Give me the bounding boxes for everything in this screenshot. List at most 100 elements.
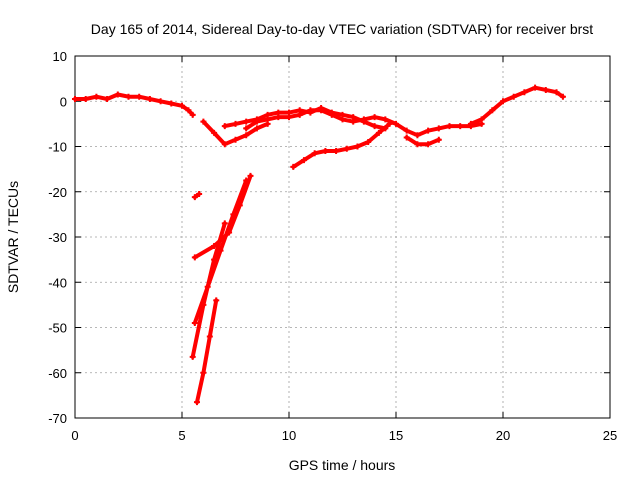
- data-point: [435, 136, 442, 143]
- data-point: [354, 143, 361, 150]
- axis-ticks: 0 5 10 15 20 25 10 0 -10 -20 -30 -40 -50 -60 -70: [48, 49, 617, 443]
- data-point: [467, 120, 474, 127]
- data-point: [371, 114, 378, 121]
- y-tick-label: -50: [48, 321, 67, 336]
- series-main-trace: [73, 92, 195, 117]
- data-point: [264, 116, 271, 123]
- data-point: [318, 107, 325, 114]
- data-point: [157, 98, 164, 105]
- data-point: [425, 141, 432, 148]
- data-point: [403, 127, 410, 134]
- data-point: [386, 120, 393, 127]
- x-tick-label: 15: [389, 428, 403, 443]
- y-tick-label: -60: [48, 366, 67, 381]
- data-point: [478, 116, 485, 123]
- data-point: [211, 129, 218, 136]
- data-point: [114, 91, 121, 98]
- series-rise-trace: [468, 85, 565, 126]
- data-point: [243, 125, 250, 132]
- data-point: [296, 111, 303, 118]
- data-point: [232, 136, 239, 143]
- data-point: [243, 118, 250, 125]
- data-point: [243, 132, 250, 139]
- data-point: [125, 93, 132, 100]
- data-point: [221, 220, 228, 227]
- data-point: [253, 118, 260, 125]
- series-steep-left: [190, 221, 227, 359]
- data-point: [179, 102, 185, 109]
- data-point: [328, 111, 335, 118]
- data-point: [532, 84, 539, 91]
- data-point: [300, 157, 307, 164]
- data-point: [93, 93, 100, 100]
- data-point: [221, 123, 228, 130]
- y-tick-label: 0: [60, 94, 67, 109]
- data-point: [425, 127, 432, 134]
- data-point: [185, 107, 192, 114]
- y-tick-label: -10: [48, 140, 67, 155]
- data-point: [542, 86, 549, 93]
- data-point: [136, 93, 143, 100]
- data-point: [230, 211, 237, 218]
- data-point: [168, 100, 175, 107]
- series-lower-branch: [291, 121, 392, 169]
- data-point: [232, 120, 239, 127]
- y-tick-label: -20: [48, 185, 67, 200]
- data-point: [559, 93, 566, 100]
- data-point: [247, 172, 254, 179]
- data-point: [200, 118, 207, 125]
- x-axis-label: GPS time / hours: [289, 457, 396, 473]
- y-tick-label: -30: [48, 230, 67, 245]
- data-point: [196, 191, 203, 198]
- data-point: [500, 98, 506, 105]
- data-point: [446, 123, 453, 130]
- data-point: [286, 114, 292, 121]
- data-point: [191, 254, 198, 261]
- data-point: [393, 120, 399, 127]
- series-steepest-bottom: [195, 298, 219, 405]
- data-point: [189, 111, 196, 118]
- data-point: [200, 369, 207, 376]
- data-point: [206, 333, 213, 340]
- data-point: [307, 107, 314, 114]
- data-point: [211, 256, 218, 263]
- data-point: [193, 399, 200, 406]
- data-point: [82, 95, 89, 102]
- data-point: [243, 177, 250, 184]
- data-point: [191, 319, 198, 326]
- data-point: [382, 116, 389, 123]
- data-point: [521, 89, 528, 96]
- data-point: [189, 353, 196, 360]
- data-point: [360, 116, 367, 123]
- data-point: [322, 148, 329, 155]
- data-point: [371, 123, 378, 130]
- data-point: [290, 163, 297, 170]
- data-point: [104, 95, 111, 102]
- x-tick-label: 10: [282, 428, 296, 443]
- data-point: [489, 107, 496, 114]
- data-point: [553, 89, 560, 96]
- data-point: [414, 132, 421, 139]
- data-point: [339, 116, 346, 123]
- x-tick-label: 25: [603, 428, 617, 443]
- data-point: [72, 95, 78, 102]
- data-point: [311, 150, 318, 157]
- x-tick-label: 5: [178, 428, 185, 443]
- grid-lines: [75, 56, 610, 418]
- y-tick-label: -70: [48, 411, 67, 426]
- y-tick-label: -40: [48, 275, 67, 290]
- data-point: [343, 145, 350, 152]
- data-point: [146, 95, 153, 102]
- data-point: [403, 134, 410, 141]
- data-point: [350, 118, 357, 125]
- data-point: [510, 93, 517, 100]
- data-point: [275, 114, 282, 121]
- x-tick-label: 0: [71, 428, 78, 443]
- data-point: [221, 141, 228, 148]
- data-point: [253, 125, 260, 132]
- y-tick-label: 10: [53, 49, 67, 64]
- data-point: [213, 297, 220, 304]
- data-point: [375, 129, 382, 136]
- x-tick-label: 20: [496, 428, 510, 443]
